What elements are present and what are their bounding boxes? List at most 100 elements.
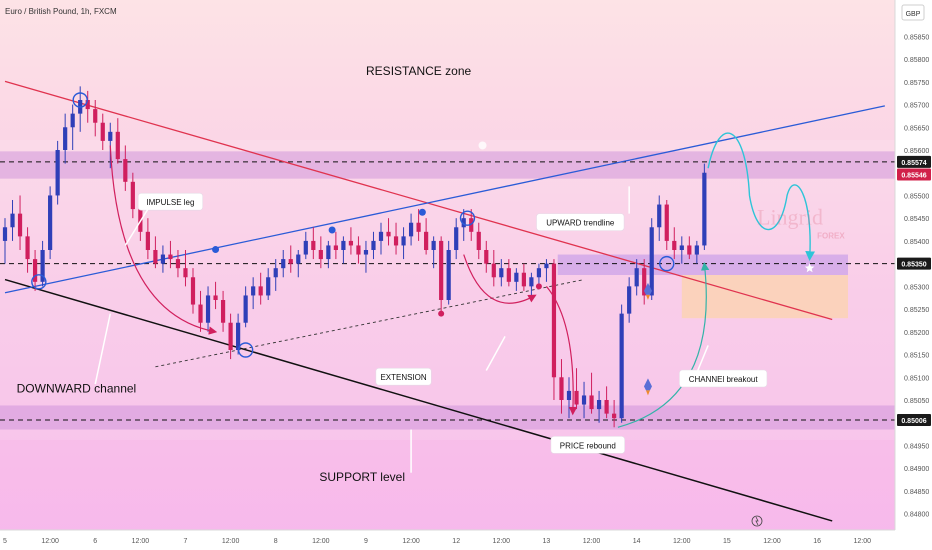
- annotation-callout: [375, 367, 432, 386]
- annotation-text: IMPULSE leg: [146, 198, 194, 207]
- y-tick-label: 0.85400: [904, 239, 929, 246]
- candle-body: [10, 213, 15, 228]
- candle-body: [333, 245, 338, 250]
- candle-body: [123, 159, 128, 182]
- candle-body: [258, 286, 263, 296]
- annotation-label: RESISTANCE zone: [366, 64, 471, 78]
- candle-body: [17, 213, 23, 237]
- y-tick-label: 0.85200: [904, 330, 929, 337]
- x-tick-label: 15: [723, 538, 731, 545]
- annotation-text: PRICE rebound: [560, 441, 616, 450]
- y-tick-label: 0.84950: [904, 443, 929, 450]
- candle-body: [341, 240, 346, 250]
- price-label-bg: [897, 414, 931, 426]
- candle-body: [521, 272, 526, 287]
- callout-pointer: [696, 345, 709, 374]
- currency-badge[interactable]: [901, 4, 925, 21]
- candle-body: [514, 272, 519, 282]
- candle-body: [311, 240, 316, 250]
- rocket-flame-icon: [645, 390, 650, 396]
- x-tick-label: 5: [3, 538, 7, 545]
- candle-body: [266, 277, 271, 296]
- y-tick-label: 0.85800: [904, 57, 929, 64]
- trendline-touch-dot: [328, 226, 336, 234]
- candle-body: [2, 227, 8, 241]
- candle-body: [694, 245, 699, 255]
- candle-body: [536, 268, 542, 278]
- candle-body: [93, 109, 98, 123]
- candle-body: [439, 240, 444, 300]
- swing-circle: [72, 92, 88, 108]
- candle-body: [130, 181, 135, 210]
- watermark-sub: FOREX: [817, 232, 845, 241]
- y-tick-label: 0.84800: [904, 512, 929, 519]
- star-icon: [804, 263, 815, 273]
- candle-body: [63, 127, 68, 150]
- x-tick-label: 12:00: [763, 538, 781, 545]
- candle-body: [348, 240, 354, 246]
- candle-body: [454, 227, 459, 250]
- candle-body: [296, 254, 301, 264]
- x-tick-label: 12:00: [222, 538, 240, 545]
- candle-body: [461, 218, 466, 228]
- candle-body: [612, 413, 617, 419]
- symbol-title: Euro / British Pound, 1h, FXCM: [5, 7, 117, 16]
- swing-circle: [459, 210, 476, 226]
- price-label-bg: [897, 257, 931, 270]
- extension-arrow-1: [463, 254, 537, 304]
- x-tick-label: 12: [452, 538, 460, 545]
- x-tick-label: 13: [543, 538, 551, 545]
- candle-body: [657, 204, 662, 228]
- candle-body: [596, 400, 602, 410]
- x-tick-label: 8: [274, 538, 278, 545]
- x-tick-label: 12:00: [854, 538, 872, 545]
- target-box: [681, 275, 848, 319]
- projection-path: [707, 132, 815, 262]
- candle-body: [303, 240, 308, 255]
- annotation-text: UPWARD trendline: [546, 219, 615, 228]
- candle-body: [213, 295, 218, 300]
- candle-body: [634, 268, 639, 287]
- impulse-arrow: [109, 145, 218, 335]
- candle-body: [168, 254, 173, 260]
- candle-body: [153, 250, 158, 264]
- y-tick-label: 0.85300: [904, 284, 929, 291]
- candle-body: [566, 390, 572, 400]
- lightning-icon: [755, 516, 759, 526]
- x-tick-label: 12:00: [673, 538, 691, 545]
- candle-body: [363, 250, 369, 255]
- extension-arrow-2: [545, 285, 578, 416]
- annotation-callout: [550, 436, 626, 454]
- low-marker-dot: [535, 283, 542, 290]
- rocket-icon: [643, 378, 652, 391]
- swing-circle: [31, 274, 47, 290]
- x-tick-label: 12:00: [493, 538, 511, 545]
- trendline-touch-dot: [212, 246, 220, 254]
- candle-body: [469, 218, 474, 232]
- trendline-channel-upper: [4, 80, 833, 321]
- currency-label: GBP: [906, 11, 921, 18]
- candle-body: [25, 236, 30, 260]
- price-axis-panel: [895, 0, 932, 550]
- y-tick-label: 0.85650: [904, 125, 929, 132]
- zone-resistance: [0, 151, 895, 179]
- candle-body: [108, 131, 113, 141]
- trendline-upward-trendline: [4, 105, 885, 294]
- trendline-touch-dot: [418, 208, 426, 216]
- candle-body: [604, 400, 609, 414]
- candle-body: [243, 295, 248, 323]
- annotation-text: CHANNEl breakout: [689, 375, 759, 384]
- candle-body: [529, 277, 534, 287]
- candle-body: [672, 240, 677, 250]
- x-tick-label: 6: [93, 538, 97, 545]
- price-label: 0.85350: [901, 262, 926, 269]
- candle-body: [446, 250, 451, 300]
- candle-body: [55, 150, 60, 196]
- candle-body: [386, 231, 391, 237]
- y-tick-label: 0.85700: [904, 103, 929, 110]
- y-tick-label: 0.85600: [904, 148, 929, 155]
- candle-body: [687, 245, 692, 255]
- x-tick-label: 7: [184, 538, 188, 545]
